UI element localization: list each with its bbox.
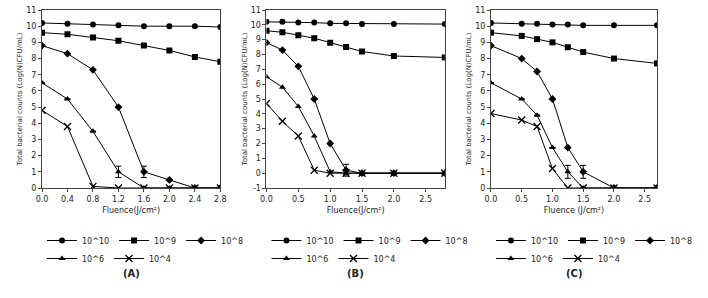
svg-text:10^8: 10^8 xyxy=(221,237,243,246)
svg-text:6: 6 xyxy=(256,80,261,89)
svg-text:10^4: 10^4 xyxy=(598,255,620,264)
svg-text:0.4: 0.4 xyxy=(61,195,74,204)
svg-text:2: 2 xyxy=(480,151,485,160)
svg-text:(B): (B) xyxy=(347,268,364,279)
svg-text:8: 8 xyxy=(480,54,485,63)
svg-text:11: 11 xyxy=(475,6,485,15)
svg-text:1: 1 xyxy=(256,154,261,163)
svg-text:10: 10 xyxy=(475,22,485,31)
svg-text:1.0: 1.0 xyxy=(324,195,337,204)
svg-text:11: 11 xyxy=(251,6,261,15)
svg-text:4: 4 xyxy=(31,119,36,128)
svg-text:3: 3 xyxy=(31,135,36,144)
svg-text:7: 7 xyxy=(256,65,261,74)
svg-text:2.0: 2.0 xyxy=(608,195,621,204)
svg-text:8: 8 xyxy=(31,54,36,63)
svg-text:10^9: 10^9 xyxy=(603,237,625,246)
svg-text:0.0: 0.0 xyxy=(260,195,273,204)
svg-text:2.0: 2.0 xyxy=(163,195,176,204)
svg-text:Total bacterial counts (Log(N): Total bacterial counts (Log(N)CFU/mL) xyxy=(16,32,24,166)
svg-text:2.5: 2.5 xyxy=(419,195,432,204)
svg-text:10^6: 10^6 xyxy=(306,255,328,264)
svg-text:(C): (C) xyxy=(566,268,582,279)
svg-text:10^10: 10^10 xyxy=(82,237,109,246)
svg-text:5: 5 xyxy=(256,95,261,104)
svg-text:7: 7 xyxy=(31,71,36,80)
svg-text:10^4: 10^4 xyxy=(149,255,171,264)
svg-text:1: 1 xyxy=(31,168,36,177)
svg-text:1.5: 1.5 xyxy=(577,195,590,204)
svg-text:1.0: 1.0 xyxy=(546,195,559,204)
svg-text:0.5: 0.5 xyxy=(515,195,528,204)
svg-text:Total bacterial counts (Log(N): Total bacterial counts (Log(N)CFU/mL) xyxy=(465,32,473,166)
svg-text:9: 9 xyxy=(480,38,485,47)
svg-text:0.0: 0.0 xyxy=(485,195,498,204)
svg-text:10^9: 10^9 xyxy=(379,237,401,246)
svg-text:6: 6 xyxy=(480,87,485,96)
svg-text:2.0: 2.0 xyxy=(387,195,400,204)
svg-text:8: 8 xyxy=(256,50,261,59)
svg-text:0: 0 xyxy=(256,169,261,178)
svg-text:0.5: 0.5 xyxy=(292,195,305,204)
svg-text:10^6: 10^6 xyxy=(82,255,104,264)
svg-text:6: 6 xyxy=(31,87,36,96)
svg-text:10^10: 10^10 xyxy=(306,237,333,246)
svg-text:10^4: 10^4 xyxy=(373,255,395,264)
svg-text:0.8: 0.8 xyxy=(87,195,100,204)
svg-text:1.6: 1.6 xyxy=(138,195,151,204)
svg-text:10^8: 10^8 xyxy=(670,237,692,246)
svg-text:5: 5 xyxy=(31,103,36,112)
svg-text:2: 2 xyxy=(256,139,261,148)
svg-text:0.0: 0.0 xyxy=(36,195,49,204)
svg-text:3: 3 xyxy=(480,135,485,144)
svg-text:3: 3 xyxy=(256,124,261,133)
svg-text:1: 1 xyxy=(480,168,485,177)
svg-text:9: 9 xyxy=(31,38,36,47)
svg-text:4: 4 xyxy=(256,110,261,119)
svg-text:Fluence(J/cm²): Fluence(J/cm²) xyxy=(102,206,160,215)
svg-text:(A): (A) xyxy=(123,268,140,279)
svg-text:Total bacterial counts (Log(N): Total bacterial counts (Log(N)CFU/mL) xyxy=(241,32,249,166)
svg-text:1.2: 1.2 xyxy=(112,195,125,204)
svg-text:11: 11 xyxy=(26,6,36,15)
svg-text:2: 2 xyxy=(31,151,36,160)
svg-text:2.5: 2.5 xyxy=(638,195,651,204)
svg-text:0: 0 xyxy=(31,184,36,193)
svg-text:2.4: 2.4 xyxy=(189,195,202,204)
svg-text:Fluence (J/cm²): Fluence (J/cm²) xyxy=(544,206,604,215)
svg-text:2.8: 2.8 xyxy=(214,195,227,204)
svg-text:5: 5 xyxy=(480,103,485,112)
svg-text:10^8: 10^8 xyxy=(446,237,468,246)
svg-text:10^9: 10^9 xyxy=(154,237,176,246)
svg-text:9: 9 xyxy=(256,35,261,44)
svg-text:1.5: 1.5 xyxy=(356,195,369,204)
svg-text:10: 10 xyxy=(26,22,36,31)
svg-text:7: 7 xyxy=(480,71,485,80)
svg-text:10^10: 10^10 xyxy=(531,237,558,246)
svg-text:10: 10 xyxy=(251,21,261,30)
svg-text:Fluence(J/cm²): Fluence(J/cm²) xyxy=(327,206,385,215)
svg-text:4: 4 xyxy=(480,119,485,128)
svg-text:-1: -1 xyxy=(253,184,261,193)
svg-text:0: 0 xyxy=(480,184,485,193)
svg-text:10^6: 10^6 xyxy=(531,255,553,264)
